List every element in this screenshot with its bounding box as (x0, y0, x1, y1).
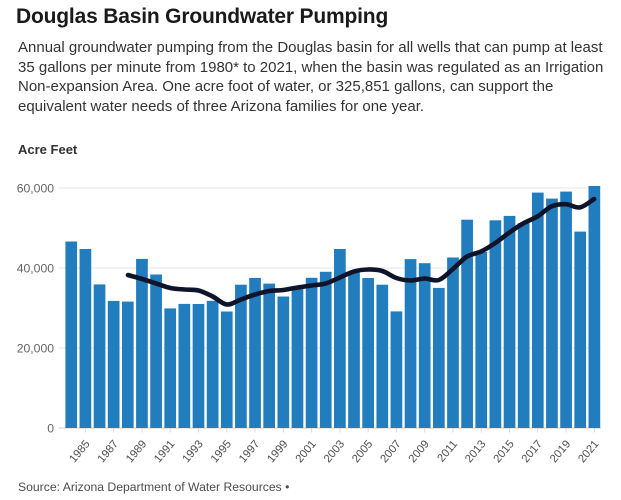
svg-text:2001: 2001 (294, 438, 319, 465)
svg-text:2013: 2013 (463, 438, 488, 465)
svg-text:2005: 2005 (350, 438, 375, 465)
svg-text:1997: 1997 (237, 438, 262, 465)
svg-text:1985: 1985 (67, 438, 92, 465)
svg-text:20,000: 20,000 (17, 341, 54, 355)
svg-text:2015: 2015 (491, 438, 516, 465)
svg-text:1989: 1989 (124, 438, 149, 465)
svg-text:2009: 2009 (407, 438, 432, 465)
svg-text:2017: 2017 (520, 438, 545, 465)
svg-text:1991: 1991 (152, 438, 177, 465)
svg-text:2011: 2011 (435, 438, 460, 464)
svg-text:2007: 2007 (378, 438, 403, 465)
svg-text:1993: 1993 (180, 438, 205, 465)
svg-text:2021: 2021 (576, 438, 601, 465)
svg-text:40,000: 40,000 (17, 261, 54, 275)
svg-text:1999: 1999 (265, 438, 290, 465)
svg-text:2019: 2019 (548, 438, 573, 465)
svg-text:0: 0 (47, 421, 54, 435)
svg-text:1987: 1987 (96, 438, 121, 465)
svg-text:2003: 2003 (322, 438, 347, 465)
svg-text:60,000: 60,000 (17, 181, 54, 195)
svg-text:1995: 1995 (209, 438, 234, 465)
